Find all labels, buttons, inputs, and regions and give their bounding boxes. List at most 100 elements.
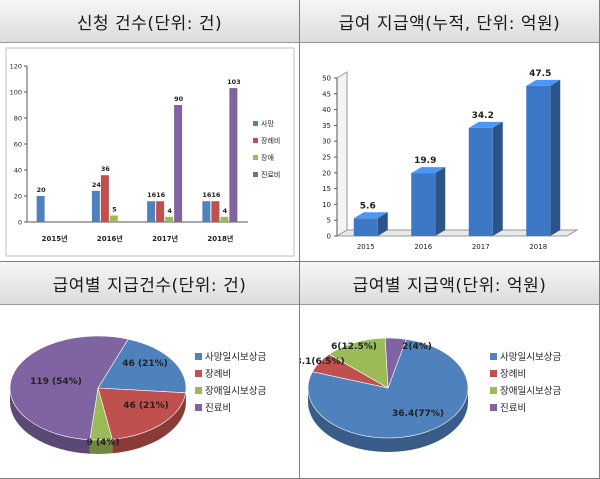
panel-title: 신청 건수(단위: 건) [0,0,299,43]
legend-label: 사망 [261,119,274,128]
data-label: 47.5 [529,69,551,79]
y-tick-label: 20 [322,169,331,177]
x-tick-label: 2015년 [42,234,68,243]
bar [353,218,378,236]
legend-swatch [490,353,497,360]
legend-swatch [253,138,258,143]
y-tick-label: 40 [322,106,331,114]
bar [526,85,551,237]
legend-label: 장례비 [500,369,526,380]
y-tick-label: 120 [10,63,22,71]
x-tick-label: 2015 [357,243,375,251]
legend-label: 진료비 [500,403,526,414]
legend-label: 장애일시보상금 [500,386,561,397]
y-tick-label: 20 [14,193,22,201]
x-tick-label: 2017년 [152,234,178,243]
legend-label: 진료비 [205,403,231,414]
y-tick-label: 50 [322,75,331,83]
legend-label: 장례비 [205,369,231,380]
data-label: 16 [211,191,221,199]
bar-top [411,167,446,174]
pie-chart: 46 (21%) 46 (21%) 9 (4%) 119 (54%) 사망일시보상금장례… [9,335,266,454]
panel-cumulative-payment: 급여 지급액(누적, 단위: 억원) 0 5 10 15 20 25 30 35 40 45 50 5… [300,0,600,262]
legend-swatch [253,155,258,160]
slice-side [112,392,186,454]
legend-swatch [490,370,497,377]
bar-side [377,212,388,236]
legend-swatch [490,404,497,411]
legend-swatch [490,387,497,394]
back-wall [336,71,348,237]
bar [174,105,183,222]
bar [156,201,165,222]
bar [91,190,100,222]
data-label: 103 [227,78,241,86]
y-tick-label: 40 [14,167,22,175]
x-tick-label: 2018 [529,243,547,251]
slice-side [308,388,468,452]
data-label: 5.6 [360,201,376,211]
plot-area [5,47,295,257]
data-label: 16 [202,191,212,199]
bar [229,88,238,222]
legend-swatch [195,353,202,360]
bar [411,173,436,236]
data-label: 36 [101,165,111,173]
y-tick-label: 45 [322,90,331,98]
bar [147,201,156,222]
pie-slice [384,337,407,389]
data-label: 46 (21%) [122,359,167,369]
pie-slice [328,337,389,389]
y-tick-label: 80 [14,115,22,123]
data-label: 46 (21%) [123,401,168,411]
data-label: 19.9 [414,156,436,166]
bar-top [353,212,388,219]
data-label: 9 (4%) [87,438,120,448]
pie-slice [97,387,186,440]
data-label: 34.2 [472,111,494,121]
y-tick-label: 10 [322,201,331,209]
legend-label: 장애일시보상금 [205,386,266,397]
pie-slice [307,338,469,439]
legend-swatch [195,387,202,394]
bar [165,216,174,222]
data-label: 20 [37,186,47,194]
panel-title: 급여별 지급건수(단위: 건) [0,262,299,305]
slice-side [89,439,113,454]
data-label: 2(4%) [402,342,432,352]
data-label: 119 (54%) [30,377,82,387]
y-tick-label: 5 [327,217,331,225]
bar-top [526,79,561,86]
legend-label: 장애 [261,153,274,162]
bar [468,127,493,236]
bar-side [435,167,446,236]
data-label: 3.1(6.5%) [300,357,345,367]
data-label: 5 [112,206,117,214]
bar [36,196,45,222]
data-label: 16 [147,191,157,199]
y-tick-label: 35 [322,122,331,130]
panel-application-count: 신청 건수(단위: 건) 0 20 40 60 80 100 120 20 2015년 24 36 5… [0,0,300,262]
pie-chart: 36.4(77%) 3.1(6.5%) 6(12.5%) 2(4%) 사망일시보상금장례… [300,337,561,452]
legend-label: 사망일시보상금 [205,352,266,363]
bar [100,175,109,222]
legend-swatch [195,370,202,377]
x-tick-label: 2016년 [97,234,123,243]
data-label: 4 [167,207,172,215]
y-tick-label: 0 [18,219,22,227]
data-label: 6(12.5%) [331,342,377,352]
bar-top [468,121,503,128]
bar [211,201,220,222]
3d-bar-chart: 0 5 10 15 20 25 30 35 40 45 50 5.6 2015 19.9 2016 34.2 2… [322,69,579,251]
bar [220,216,229,222]
panel-title: 급여 지급액(누적, 단위: 억원) [300,0,599,43]
panel-payment-count-by-benefit: 급여별 지급건수(단위: 건) 46 (21%) 46 (21%) 9 (4%) 11… [0,262,300,479]
legend-swatch [195,404,202,411]
x-tick-label: 2017 [472,243,490,251]
x-tick-label: 2018년 [207,234,233,243]
pie-slice [9,335,129,441]
y-tick-label: 25 [322,154,331,162]
data-label: 16 [156,191,166,199]
legend-swatch [253,172,258,177]
